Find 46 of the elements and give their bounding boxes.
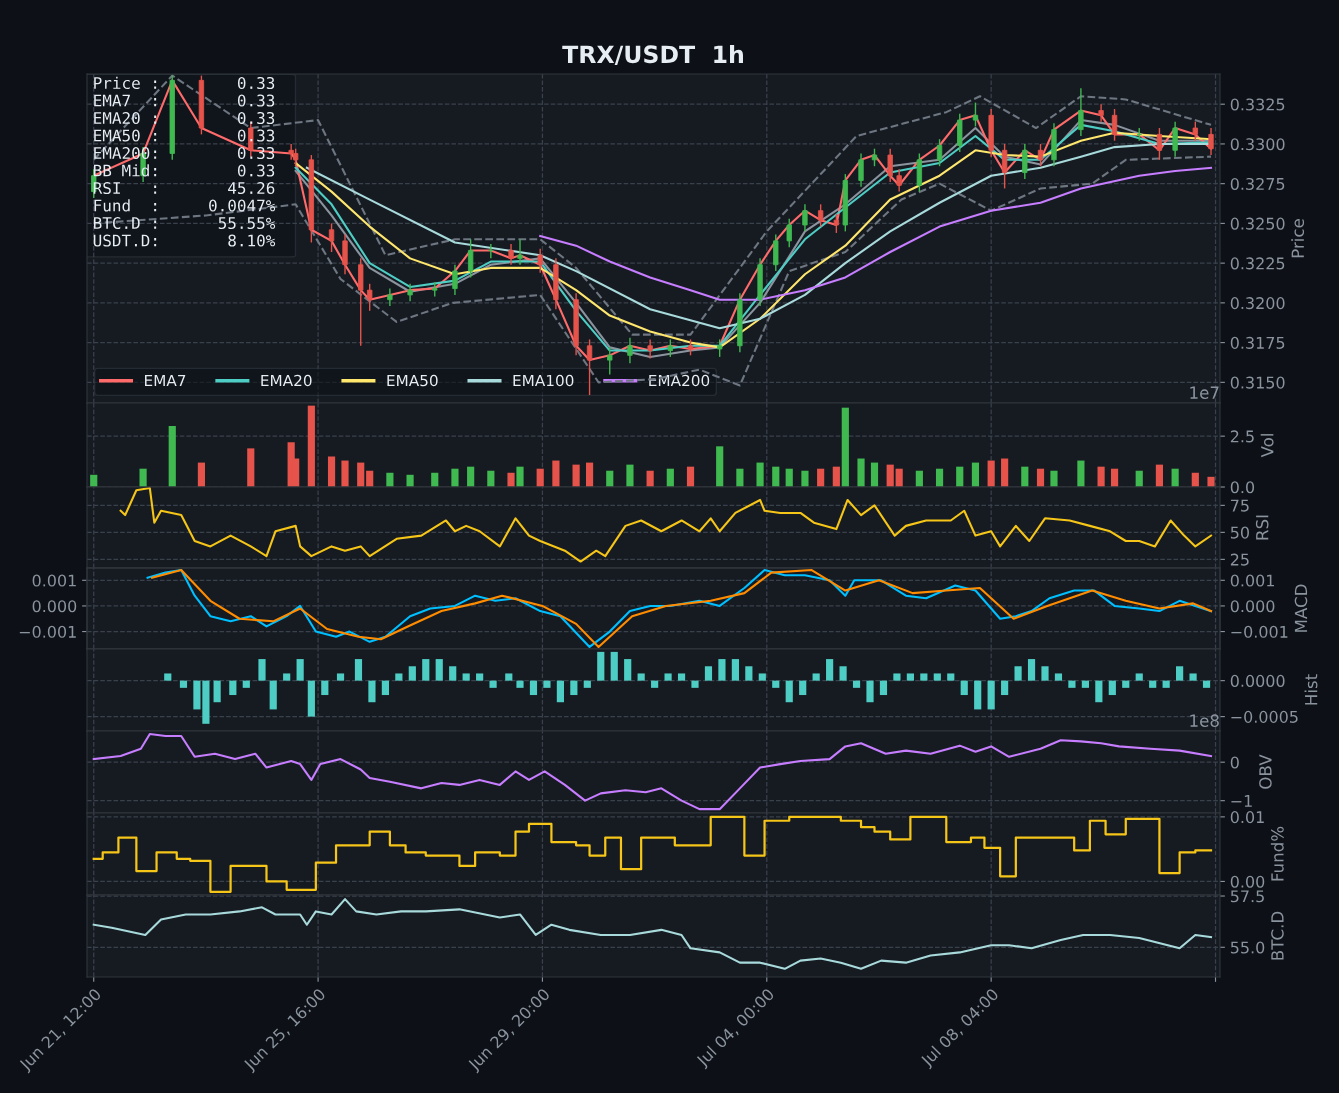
annotation: Fund : 0.0047% xyxy=(94,199,276,212)
y-tick-label: 0.01 xyxy=(1230,811,1264,824)
y-tick-label: 0.0000 xyxy=(1230,674,1285,687)
y-tick-label: 25 xyxy=(1230,553,1249,566)
chart-title: TRX/USDT 1h xyxy=(562,44,743,66)
y-tick-label: 2.5 xyxy=(1230,430,1254,443)
annotation: 1e7 xyxy=(1190,386,1219,399)
legend-label: EMA100 xyxy=(513,374,574,387)
y-tick-label: 0.000 xyxy=(32,600,77,613)
y-axis-title: Hist xyxy=(1304,674,1318,705)
y-axis-title: BTC.D xyxy=(1271,911,1284,960)
y-tick-label: 0 xyxy=(1230,756,1239,769)
y-axis-title: RSI xyxy=(1255,515,1269,540)
y-tick-label: −0.001 xyxy=(19,625,76,638)
annotation: 1e8 xyxy=(1190,714,1219,727)
y-axis-title: Fund% xyxy=(1270,826,1284,881)
annotation: BTC.D : 55.55% xyxy=(93,217,276,230)
y-tick-label: 0.3250 xyxy=(1230,217,1285,230)
legend-label: EMA50 xyxy=(387,374,438,387)
y-axis-title: Vol xyxy=(1260,434,1274,458)
y-tick-label: 0.3300 xyxy=(1230,138,1285,151)
annotation: EMA7 : 0.33 xyxy=(94,94,275,107)
y-tick-label: 0.3200 xyxy=(1230,297,1285,310)
y-tick-label: 0.3275 xyxy=(1230,177,1285,190)
y-tick-label: −1 xyxy=(1231,795,1252,807)
legend-label: EMA200 xyxy=(649,374,710,387)
y-tick-label: 55.0 xyxy=(1230,941,1265,954)
y-tick-label: 0.0 xyxy=(1230,481,1255,494)
annotation: Price : 0.33 xyxy=(94,76,275,90)
legend-label: EMA20 xyxy=(261,374,312,387)
y-axis-title: OBV xyxy=(1259,754,1272,789)
y-tick-label: 0.3175 xyxy=(1230,336,1285,349)
y-tick-label: 0.3225 xyxy=(1230,257,1285,270)
y-tick-label: 50 xyxy=(1230,526,1249,539)
y-tick-label: 75 xyxy=(1231,499,1249,512)
legend-label: EMA7 xyxy=(145,374,186,387)
y-tick-label: 0.001 xyxy=(32,574,76,587)
y2-axis-title: MACD xyxy=(1294,584,1308,632)
y-tick-label: 0.00 xyxy=(1230,875,1265,888)
y-tick-label: 57.5 xyxy=(1230,890,1264,903)
y-tick-label: 0.3150 xyxy=(1230,376,1285,389)
y-axis-title: Price xyxy=(1291,219,1305,258)
annotation: EMA20 : 0.33 xyxy=(94,112,275,125)
y-tick-label: −0.0005 xyxy=(1231,710,1298,723)
annotation: USDT.D: 8.10% xyxy=(93,234,276,247)
y-tick-label: 0.3325 xyxy=(1230,98,1285,111)
